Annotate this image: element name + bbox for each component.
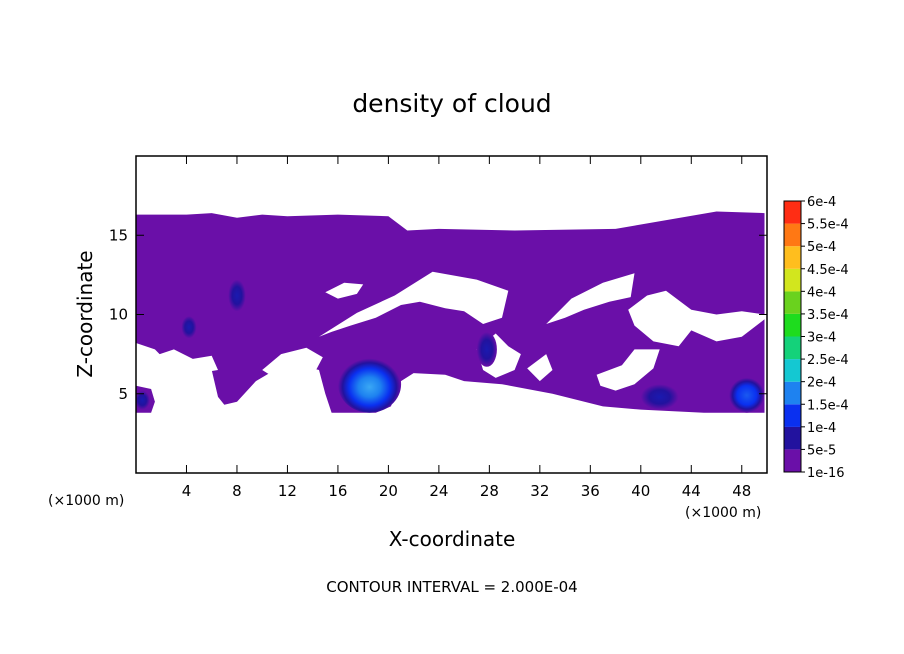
x-tick-label: 44 [682,482,701,500]
x-axis-unit-left: (×1000 m) [48,493,124,509]
x-tick-label: 28 [480,482,499,500]
colorbar-swatch [784,201,801,224]
colorbar-swatch [784,268,801,292]
colorbar-label: 2.5e-4 [807,353,849,368]
colorbar-swatch [784,404,801,427]
density-core-0 [337,355,402,413]
density-core-5 [181,316,197,339]
cloud-free-gap-0 [319,271,509,337]
cloud-free-gap-2 [325,282,364,299]
colorbar-swatch [784,246,801,269]
colorbar-swatch [784,291,801,314]
y-tick-label: 15 [109,226,128,244]
x-axis-ticks: 4 8 12 16 20 24 28 32 36 40 44 48 [182,156,751,500]
x-tick-label: 12 [278,482,297,500]
colorbar-swatch [784,313,801,337]
y-axis-label: Z-coordinate [73,250,97,377]
colorbar-swatch [784,223,801,247]
cloud-free-gap-1 [546,273,635,324]
contour-interval-note: CONTOUR INTERVAL = 2.000E-04 [326,578,577,596]
colorbar-label: 1e-16 [807,466,845,481]
colorbar-label: 2e-4 [807,376,836,391]
colorbar-swatch [784,359,801,382]
x-tick-label: 40 [631,482,650,500]
colorbar-swatch [784,449,801,472]
y-axis-ticks: 5 10 15 [109,226,767,403]
colorbar-label: 1e-4 [807,421,836,436]
colorbar-label: 5.5e-4 [807,218,849,233]
colorbar-label: 6e-4 [807,195,836,210]
density-core-6 [136,390,150,410]
x-axis-label: X-coordinate [389,527,516,551]
cloud-free-gap-6 [596,349,660,391]
cloud-free-gap-5 [527,354,553,382]
x-axis-unit-right: (×1000 m) [685,505,761,521]
x-tick-label: 20 [379,482,398,500]
x-tick-label: 32 [530,482,549,500]
colorbar-swatch [784,336,801,360]
x-tick-label: 16 [328,482,347,500]
density-core-4 [228,279,246,312]
colorbar: 1e-16 5e-5 1e-4 1.5e-4 2e-4 2.5e-4 3e-4 3.5e-4 4… [783,195,849,481]
colorbar-label: 3e-4 [807,331,836,346]
colorbar-label: 4e-4 [807,285,836,300]
cloud-free-gap-7 [154,349,218,374]
colorbar-label: 5e-4 [807,240,836,255]
chart-title: density of cloud [352,89,551,118]
x-tick-label: 36 [581,482,600,500]
density-cores [136,279,765,413]
colorbar-label: 3.5e-4 [807,308,849,323]
y-tick-label: 5 [118,385,128,403]
colorbar-swatch [784,381,801,405]
x-tick-label: 48 [732,482,751,500]
x-tick-label: 4 [182,482,192,500]
cloud-free-gap-8 [262,347,323,378]
colorbar-label: 5e-5 [807,443,836,458]
x-tick-label: 8 [232,482,242,500]
plot-area [136,211,765,413]
density-core-1 [729,377,765,413]
density-core-2 [640,384,679,410]
colorbar-swatch [784,426,801,450]
colorbar-label: 1.5e-4 [807,398,849,413]
density-core-3 [476,332,497,367]
colorbar-label: 4.5e-4 [807,263,849,278]
y-tick-label: 10 [109,306,128,324]
x-tick-label: 24 [429,482,448,500]
cloud-gaps [154,271,765,391]
cloud-free-gap-3 [628,290,765,347]
